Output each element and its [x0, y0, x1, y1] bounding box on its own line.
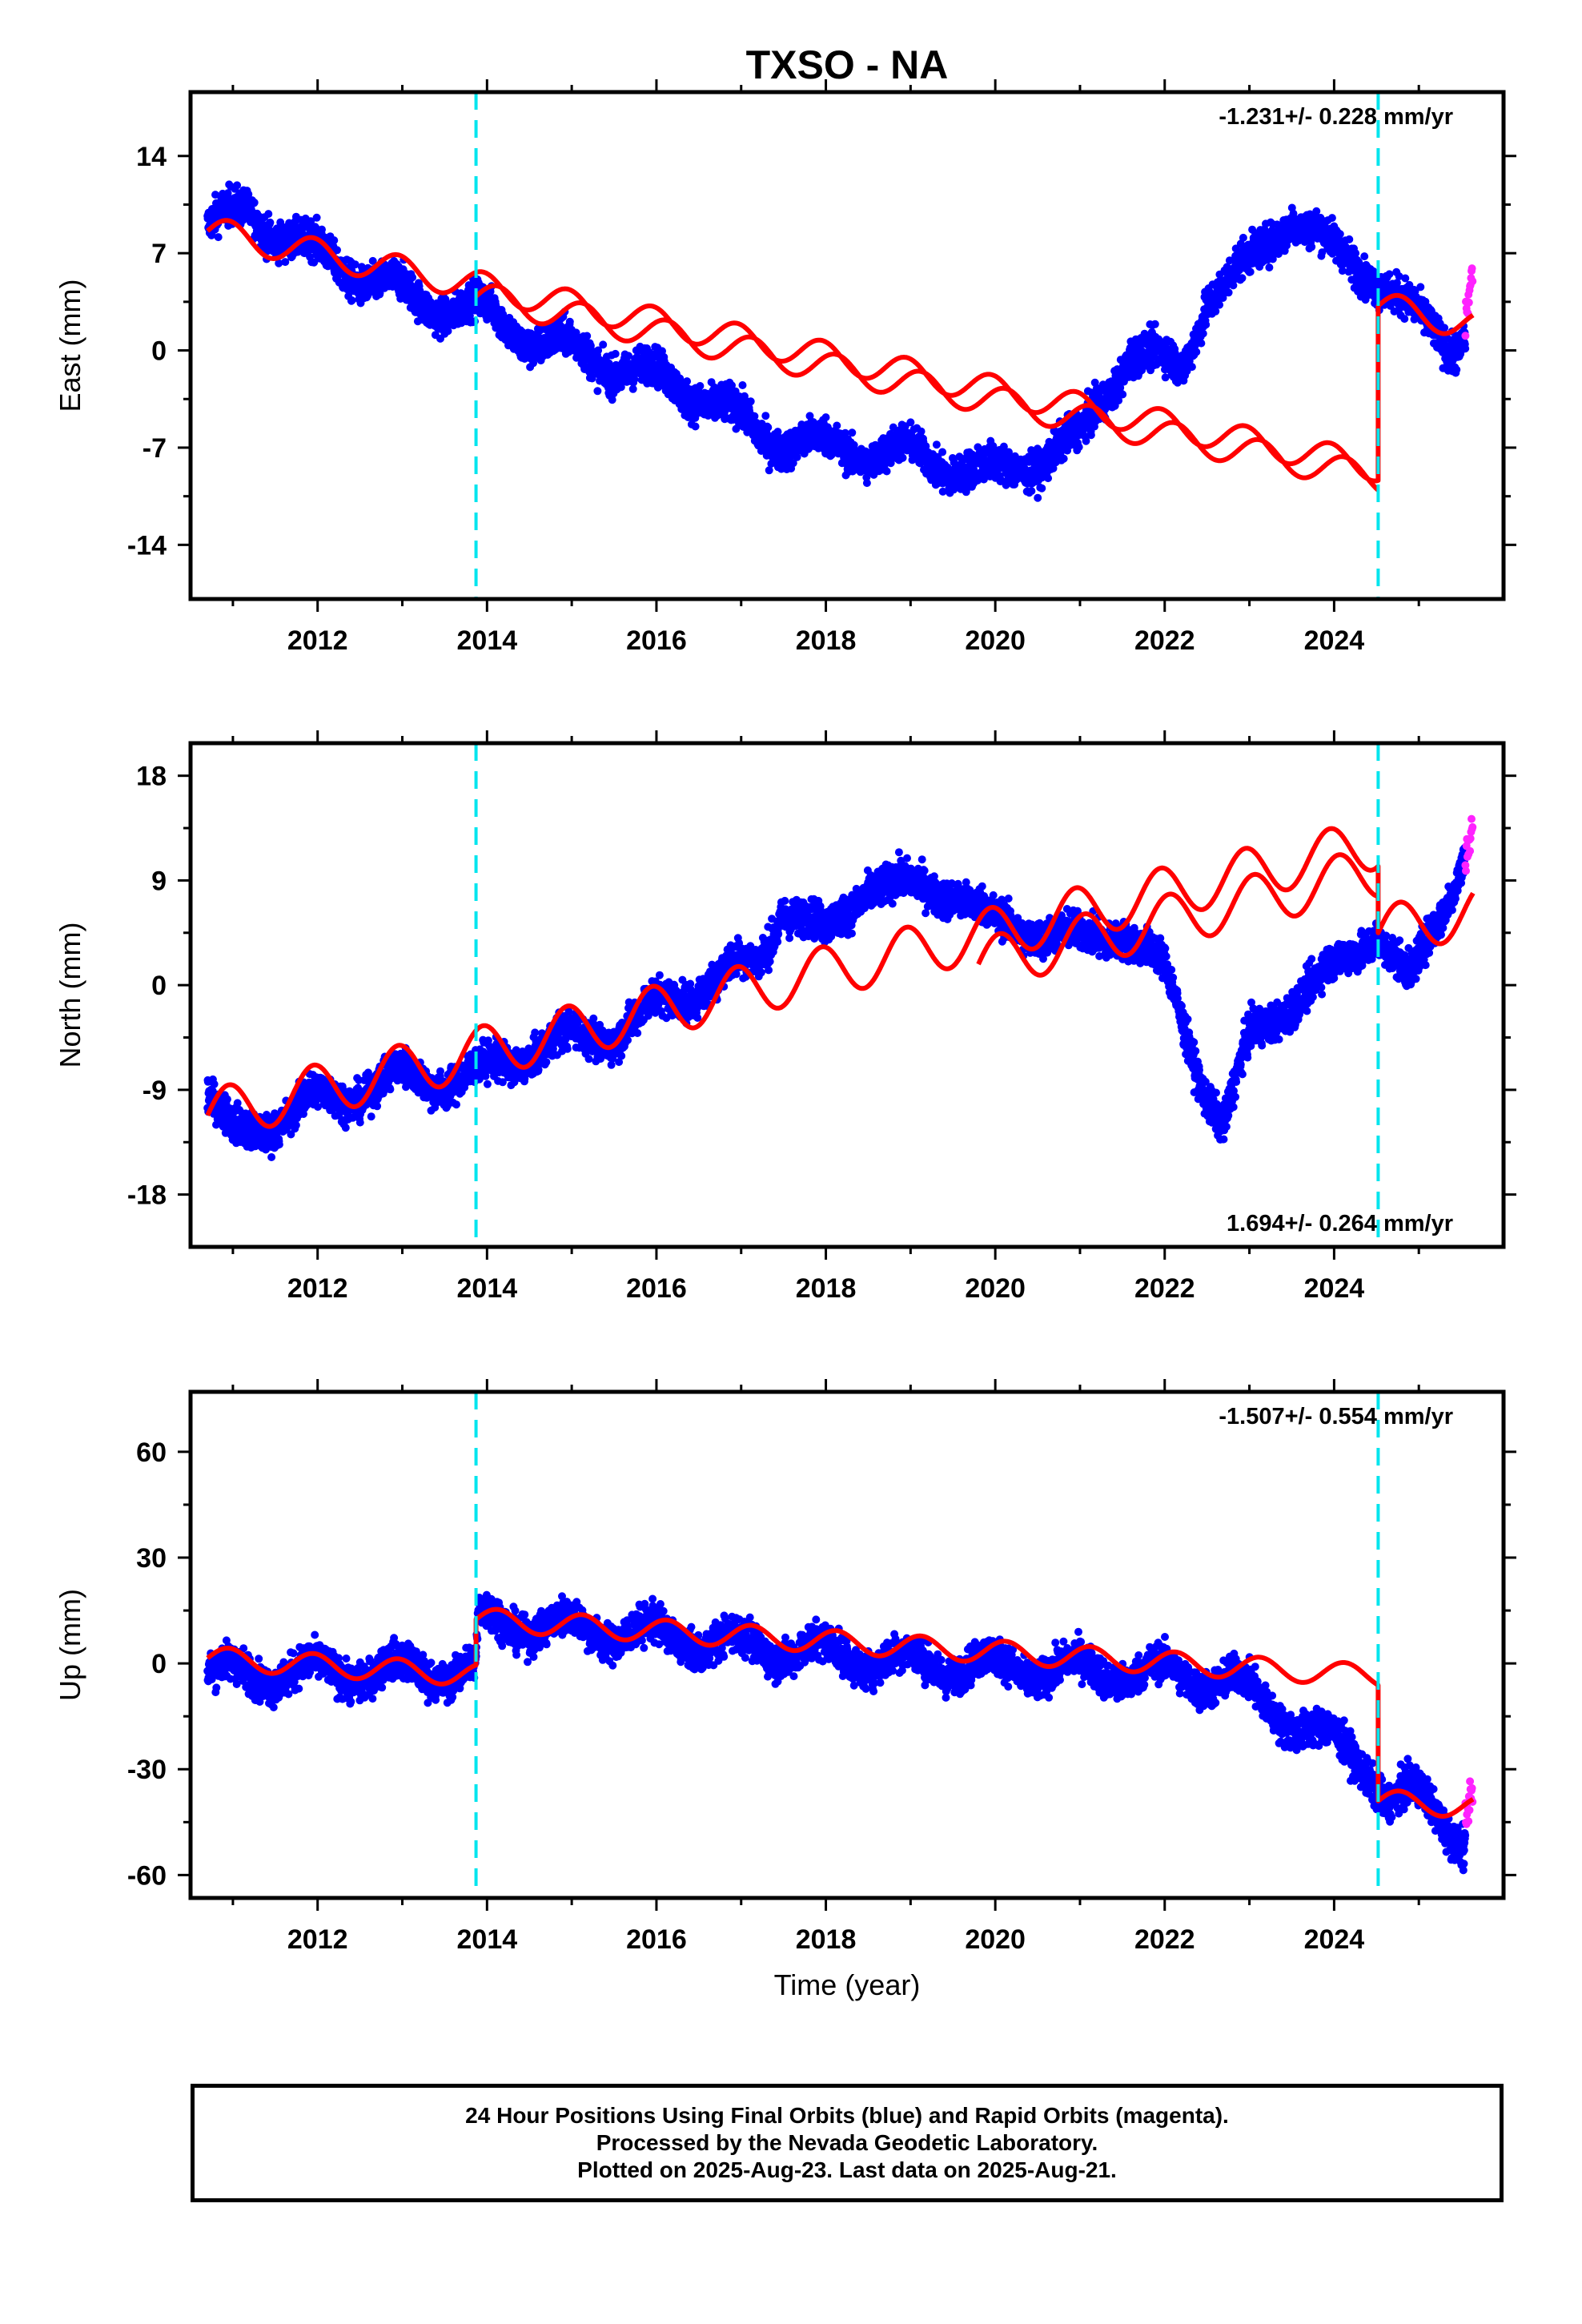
- east-x-tick-label: 2014: [457, 625, 518, 656]
- up-x-tick-label: 2014: [457, 1924, 518, 1955]
- up-y-axis-label: Up (mm): [54, 1589, 86, 1701]
- footer-line-3: Plotted on 2025-Aug-23. Last data on 202…: [577, 2157, 1117, 2182]
- north-y-tick-label: -18: [127, 1180, 167, 1211]
- east-x-tick-label: 2020: [965, 625, 1026, 656]
- up-x-tick-label: 2016: [626, 1924, 687, 1955]
- east-y-tick-label: 0: [151, 336, 167, 367]
- up-x-tick-label: 2024: [1304, 1924, 1365, 1955]
- north-rate-annotation: 1.694+/- 0.264 mm/yr: [1227, 1211, 1453, 1236]
- north-model-curve: [205, 826, 1476, 1129]
- north-rapid-orbit-points: [1461, 814, 1477, 875]
- up-panel: 2012 2014 2016 2018 2020 2022 2024 60 30 0 -30 -60 U…: [54, 1379, 1516, 1955]
- up-y-tick-label: -60: [127, 1860, 167, 1891]
- north-x-tick-label: 2018: [796, 1273, 857, 1304]
- up-rate-annotation: -1.507+/- 0.554 mm/yr: [1219, 1404, 1453, 1429]
- chart-title: TXSO - NA: [746, 42, 949, 87]
- north-x-tick-label: 2014: [457, 1273, 518, 1304]
- up-final-orbit-points: [203, 1590, 1470, 1875]
- north-frame: [188, 741, 1506, 1249]
- east-x-tick-label: 2018: [796, 625, 857, 656]
- north-y-tick-label: -9: [143, 1076, 167, 1106]
- up-y-tick-label: -30: [127, 1755, 167, 1785]
- footer-caption-box: 24 Hour Positions Using Final Orbits (bl…: [191, 2084, 1504, 2202]
- up-x-tick-label: 2022: [1134, 1924, 1195, 1955]
- north-x-tick-label: 2012: [287, 1273, 348, 1304]
- north-plot-area: [203, 814, 1477, 1161]
- east-x-tick-label: 2024: [1304, 625, 1365, 656]
- east-x-tick-label: 2022: [1134, 625, 1195, 656]
- north-panel: 2012 2014 2016 2018 2020 2022 2024 18 9 0 -9 -18 Nor…: [54, 730, 1516, 1304]
- east-x-tick-label: 2012: [287, 625, 348, 656]
- north-x-tick-label: 2022: [1134, 1273, 1195, 1304]
- east-y-tick-label: -14: [127, 530, 167, 561]
- up-y-tick-label: 30: [136, 1543, 167, 1574]
- up-frame: [188, 1389, 1506, 1900]
- east-y-tick-label: 7: [151, 239, 167, 269]
- east-x-tick-label: 2016: [626, 625, 687, 656]
- north-x-tick-label: 2024: [1304, 1273, 1365, 1304]
- x-axis-label: Time (year): [774, 1968, 921, 2001]
- footer-line-1: 24 Hour Positions Using Final Orbits (bl…: [465, 2103, 1229, 2128]
- north-x-tick-label: 2016: [626, 1273, 687, 1304]
- up-y-tick-label: 0: [151, 1649, 167, 1679]
- east-y-tick-label: -7: [143, 433, 167, 464]
- east-y-tick-label: 14: [136, 142, 167, 172]
- north-y-tick-label: 9: [151, 866, 167, 896]
- north-y-tick-label: 0: [151, 971, 167, 1001]
- north-y-tick-label: 18: [136, 762, 167, 792]
- north-x-tick-label: 2020: [965, 1273, 1026, 1304]
- up-x-tick-label: 2012: [287, 1924, 348, 1955]
- east-frame: [188, 90, 1506, 601]
- east-plot-area: [203, 180, 1477, 502]
- up-x-tick-label: 2020: [965, 1924, 1026, 1955]
- north-y-axis-label: North (mm): [54, 923, 86, 1068]
- up-y-tick-label: 60: [136, 1437, 167, 1468]
- up-x-tick-label: 2018: [796, 1924, 857, 1955]
- up-plot-area: [203, 1590, 1477, 1875]
- up-model-curve: [206, 1606, 1475, 1819]
- east-y-axis-label: East (mm): [54, 279, 86, 412]
- east-rate-annotation: -1.231+/- 0.228 mm/yr: [1219, 104, 1453, 130]
- east-model-curve: [206, 218, 1475, 493]
- east-rapid-orbit-points: [1461, 264, 1477, 340]
- east-panel: 2012 2014 2016 2018 2020 2022 2024 14 7 0 -7 -14 Eas…: [54, 79, 1516, 656]
- footer-line-2: Processed by the Nevada Geodetic Laborat…: [596, 2130, 1098, 2155]
